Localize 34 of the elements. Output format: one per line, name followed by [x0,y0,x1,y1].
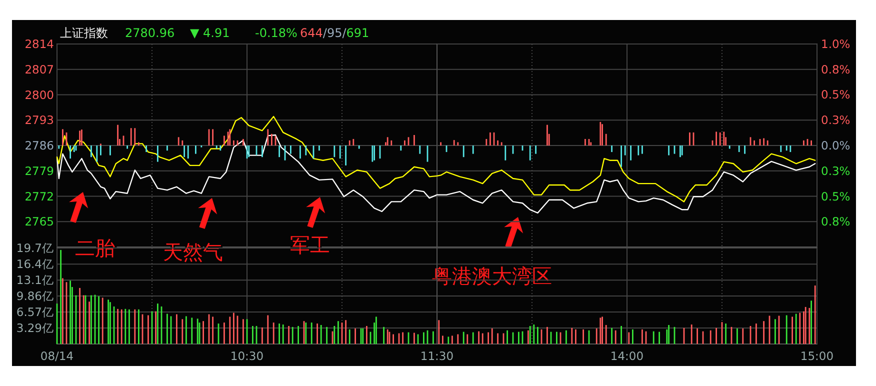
text: 2780.96 [125,26,175,40]
y-tick-label: 2793 [24,113,54,128]
y-tick-label: 6.57亿 [16,304,54,319]
y-tick-label: 2814 [24,37,54,51]
y-tick-label: 16.4亿 [16,257,54,272]
y2-tick-label: 0.5% [821,88,850,102]
annotation: 军工 [290,233,330,257]
y2-tick-label: 0.5% [821,189,850,204]
y2-tick-label: 0.3% [821,113,850,128]
y-tick-label: 2800 [24,88,54,102]
y2-tick-label: 0.8% [821,62,850,76]
x-tick-label: 15:00 [800,349,834,363]
x-tick-label: 11:30 [420,349,454,363]
x-tick-label: 08/14 [40,349,74,363]
y-tick-label: 3.29亿 [16,320,54,335]
y2-tick-label: 0.8% [821,214,850,229]
y-tick-label: 2779 [24,164,54,178]
text: ▼ 4.91 [190,26,230,40]
x-tick-label: 10:30 [230,349,264,363]
y-tick-label: 2786 [24,138,54,152]
y-tick-label: 9.86亿 [16,288,54,303]
y2-tick-label: 0.0% [821,138,850,152]
x-tick-label: 14:00 [610,349,644,363]
text: -0.18% [255,26,298,40]
text: 644/95/691 [300,26,370,40]
y2-tick-label: 1.0% [821,37,850,51]
chart-title: 上证指数 [60,26,108,40]
annotation: 二胎 [75,236,115,260]
y-tick-label: 2765 [24,214,54,229]
y-tick-label: 19.7亿 [16,241,54,255]
y-tick-label: 2807 [24,62,54,76]
y-tick-label: 13.1亿 [16,273,54,288]
y2-tick-label: 0.3% [821,164,850,178]
y-tick-label: 2772 [24,189,54,204]
